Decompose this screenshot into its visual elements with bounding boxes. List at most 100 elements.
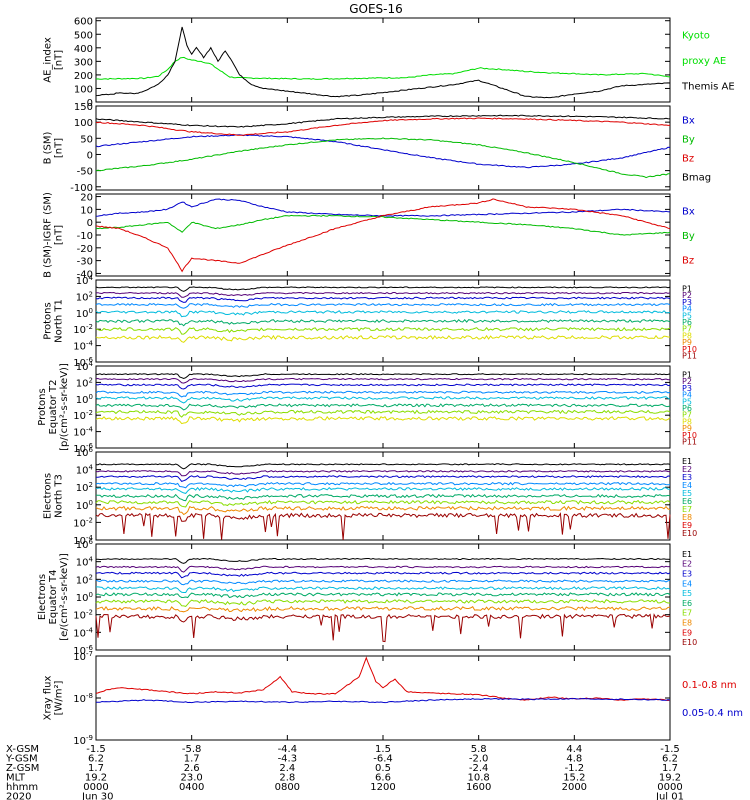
ephemeris-value: 5.8 <box>471 744 487 755</box>
legend-label: proxy AE <box>682 56 726 67</box>
legend-label: Bx <box>682 116 695 127</box>
y-tick-label: -30 <box>77 257 93 268</box>
legend-label: P7 <box>682 325 692 334</box>
y-tick-label: 100 <box>76 393 93 406</box>
series-line <box>95 198 671 217</box>
ephemeris-value: -1.5 <box>86 744 106 755</box>
y-tick-label: 10-6 <box>73 644 93 657</box>
y-tick-label: 200 <box>74 71 93 82</box>
ephemeris-value: 2.8 <box>279 773 295 784</box>
legend-label: E10 <box>682 529 697 538</box>
y-tick-label: 150 <box>74 102 93 113</box>
series-line <box>95 334 670 343</box>
ephemeris-value: 2.6 <box>184 763 200 774</box>
ephemeris-value: 19.2 <box>659 773 681 784</box>
ephemeris-value: -1.2 <box>565 763 585 774</box>
series-line <box>95 390 671 398</box>
y-axis-label: North T3 <box>54 474 65 518</box>
legend-label: E4 <box>682 579 692 588</box>
panel-frame <box>95 655 671 741</box>
legend-label: P2 <box>682 377 692 386</box>
legend-label: P9 <box>682 338 692 347</box>
y-tick-label: 600 <box>74 17 93 28</box>
series-line <box>95 557 671 564</box>
ephemeris-value: 19.2 <box>85 773 107 784</box>
ephemeris-value: 1.7 <box>662 763 678 774</box>
y-tick-label: 10-6 <box>73 442 93 455</box>
y-tick-label: 10-4 <box>73 340 93 353</box>
legend-label: E1 <box>682 550 692 559</box>
ephemeris-value: 0400 <box>179 782 204 793</box>
legend-label: P4 <box>682 305 692 314</box>
y-tick-label: 102 <box>76 573 93 586</box>
legend-label: Kyoto <box>682 31 710 42</box>
legend-label: E2 <box>682 560 692 569</box>
panel-frame <box>95 193 671 277</box>
ephemeris-row-label: Z-GSM <box>6 763 39 774</box>
legend-label: Bz <box>682 256 694 267</box>
legend-label: P10 <box>682 431 697 440</box>
series-line <box>95 137 670 179</box>
legend-label: P2 <box>682 291 692 300</box>
ephemeris-value: 1200 <box>370 782 395 793</box>
ephemeris-value: 1.5 <box>375 744 391 755</box>
ephemeris-table: X-GSMY-GSMZ-GSMMLThhmm2020-1.56.21.719.2… <box>5 744 684 800</box>
panel-5: 10-6 10-4 10-2 100 102 104 Protons Equator T2 [p… <box>37 360 697 455</box>
series-line <box>95 377 671 384</box>
series-line <box>96 586 671 593</box>
legend-label: 0.05-0.4 nm <box>682 708 743 719</box>
y-tick-label: 104 <box>76 274 94 287</box>
y-tick-label: -40 <box>77 269 93 280</box>
legend-label: P6 <box>682 404 692 413</box>
series-line <box>96 463 671 470</box>
ephemeris-row-label: X-GSM <box>6 744 39 755</box>
legend-label: P8 <box>682 417 692 426</box>
ephemeris-value: 23.0 <box>181 773 203 784</box>
legend-label: E9 <box>682 521 692 530</box>
series-line <box>95 286 671 292</box>
legend-label: E9 <box>682 628 692 637</box>
legend-label: E1 <box>682 457 692 466</box>
series-line <box>95 302 671 309</box>
series-line <box>95 318 671 327</box>
legend-label: Bz <box>682 154 694 165</box>
legend-label: E8 <box>682 619 692 628</box>
ephemeris-row-label: Y-GSM <box>5 754 38 765</box>
y-tick-label: 500 <box>74 30 93 41</box>
ephemeris-value: Jun 30 <box>81 792 114 800</box>
y-tick-label: 10-2 <box>73 609 93 622</box>
legend-label: P6 <box>682 318 692 327</box>
ephemeris-value: 0.5 <box>375 763 391 774</box>
y-tick-label: 10-8 <box>73 692 93 705</box>
legend-label: E4 <box>682 481 692 490</box>
series-line <box>95 592 671 599</box>
series-line <box>95 326 671 335</box>
y-tick-label: 100 <box>74 118 93 129</box>
panel-frame <box>95 17 671 103</box>
ephemeris-value: 0800 <box>275 782 300 793</box>
legend-label: P10 <box>682 345 697 354</box>
ephemeris-value: 4.8 <box>566 754 582 765</box>
y-tick-label: 20 <box>80 193 93 204</box>
legend-label: P3 <box>682 298 692 307</box>
series-line <box>95 605 671 613</box>
legend-label: E3 <box>682 473 692 482</box>
ephemeris-value: 6.2 <box>662 754 678 765</box>
legend-label: P1 <box>682 370 692 379</box>
legend-label: P11 <box>682 352 697 361</box>
y-tick-label: 106 <box>76 538 94 551</box>
y-axis-label: B (SM)-IGRF (SM) <box>43 192 54 278</box>
series-line <box>95 383 671 390</box>
y-axis-label: Electrons <box>37 574 48 620</box>
y-axis-label: [nT] <box>54 225 65 245</box>
y-tick-label: 102 <box>76 481 93 494</box>
ephemeris-value: -2.0 <box>469 754 489 765</box>
ephemeris-value: -4.4 <box>278 744 298 755</box>
y-tick-label: 100 <box>74 84 93 95</box>
y-tick-label: 300 <box>74 57 93 68</box>
legend-label: P5 <box>682 397 692 406</box>
y-tick-label: -100 <box>70 183 93 194</box>
legend-label: E7 <box>682 505 692 514</box>
ephemeris-value: 2000 <box>562 782 587 793</box>
series-line <box>96 373 671 380</box>
